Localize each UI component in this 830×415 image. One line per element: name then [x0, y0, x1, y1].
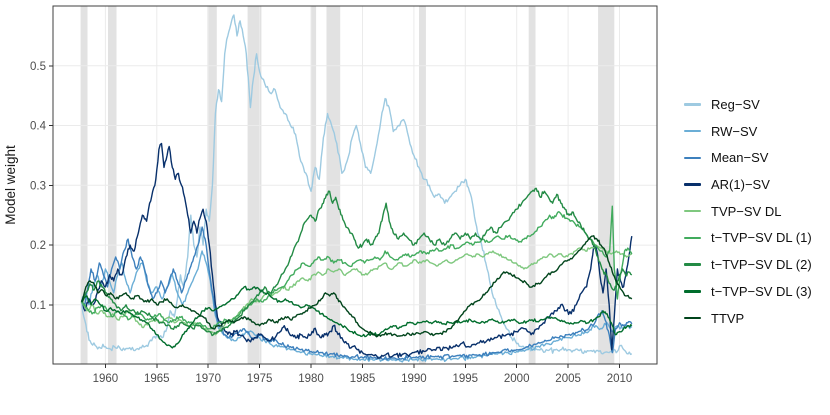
- series-line-4: [81, 142, 633, 359]
- legend: Reg−SV RW−SV Mean−SV AR(1)−SV TVP−SV DL t−TVP…: [684, 98, 812, 338]
- axis-ticks-and-labels: 0.1 0.2 0.3 0.4 0.5 1960 1965 1970 1975 1980 1985 1…: [30, 61, 632, 385]
- series-line-9: [80, 235, 633, 338]
- legend-label: RW−SV: [711, 123, 758, 139]
- legend-line-swatch: [684, 129, 701, 133]
- series-line-6: [81, 205, 633, 330]
- legend-item: Mean−SV: [684, 151, 812, 164]
- x-tick-label: 1995: [453, 373, 479, 385]
- legend-line-swatch: [684, 263, 701, 266]
- x-tick-label: 2000: [504, 373, 530, 385]
- series-line-3: [80, 226, 633, 361]
- y-tick-label: 0.4: [30, 121, 47, 133]
- legend-item: t−TVP−SV DL (1): [684, 231, 812, 244]
- series-line-5: [80, 244, 633, 336]
- legend-line-swatch: [684, 156, 701, 160]
- legend-item: t−TVP−SV DL (2): [684, 258, 812, 271]
- legend-item: TTVP: [684, 312, 812, 325]
- legend-item: Reg−SV: [684, 98, 812, 111]
- x-tick-label: 1980: [298, 373, 324, 385]
- series-line-8: [81, 285, 633, 349]
- series-line-7: [80, 187, 633, 337]
- x-tick-label: 1985: [350, 373, 376, 385]
- series-line-1: [80, 14, 633, 356]
- series-line-2: [80, 250, 633, 363]
- legend-label: TVP−SV DL: [711, 203, 782, 219]
- legend-item: TVP−SV DL: [684, 205, 812, 218]
- legend-label: t−TVP−SV DL (2): [711, 257, 812, 273]
- series-lines: [80, 14, 633, 363]
- legend-line-swatch: [684, 290, 701, 293]
- legend-line-swatch: [684, 183, 701, 186]
- legend-line-swatch: [684, 236, 701, 240]
- legend-label: t−TVP−SV DL (3): [711, 283, 812, 299]
- x-tick-label: 1970: [195, 373, 221, 385]
- legend-label: t−TVP−SV DL (1): [711, 230, 812, 246]
- y-axis-title: Model weight: [3, 145, 18, 225]
- x-tick-label: 1990: [401, 373, 427, 385]
- legend-label: AR(1)−SV: [711, 177, 770, 193]
- legend-label: Reg−SV: [711, 97, 760, 112]
- legend-item: t−TVP−SV DL (3): [684, 285, 812, 298]
- legend-item: AR(1)−SV: [684, 178, 812, 191]
- x-tick-label: 2005: [555, 373, 581, 385]
- y-tick-label: 0.2: [30, 240, 46, 252]
- x-tick-label: 1960: [93, 373, 119, 385]
- legend-label: TTVP: [711, 310, 745, 326]
- y-tick-label: 0.5: [30, 61, 46, 73]
- x-tick-label: 1975: [247, 373, 273, 385]
- x-tick-label: 1965: [144, 373, 170, 385]
- legend-label: Mean−SV: [711, 150, 769, 166]
- legend-line-swatch: [684, 316, 701, 320]
- legend-line-swatch: [684, 210, 701, 213]
- legend-item: RW−SV: [684, 125, 812, 138]
- y-tick-label: 0.3: [30, 180, 46, 192]
- legend-line-swatch: [684, 103, 701, 106]
- x-tick-label: 2010: [607, 373, 633, 385]
- y-tick-label: 0.1: [30, 300, 46, 312]
